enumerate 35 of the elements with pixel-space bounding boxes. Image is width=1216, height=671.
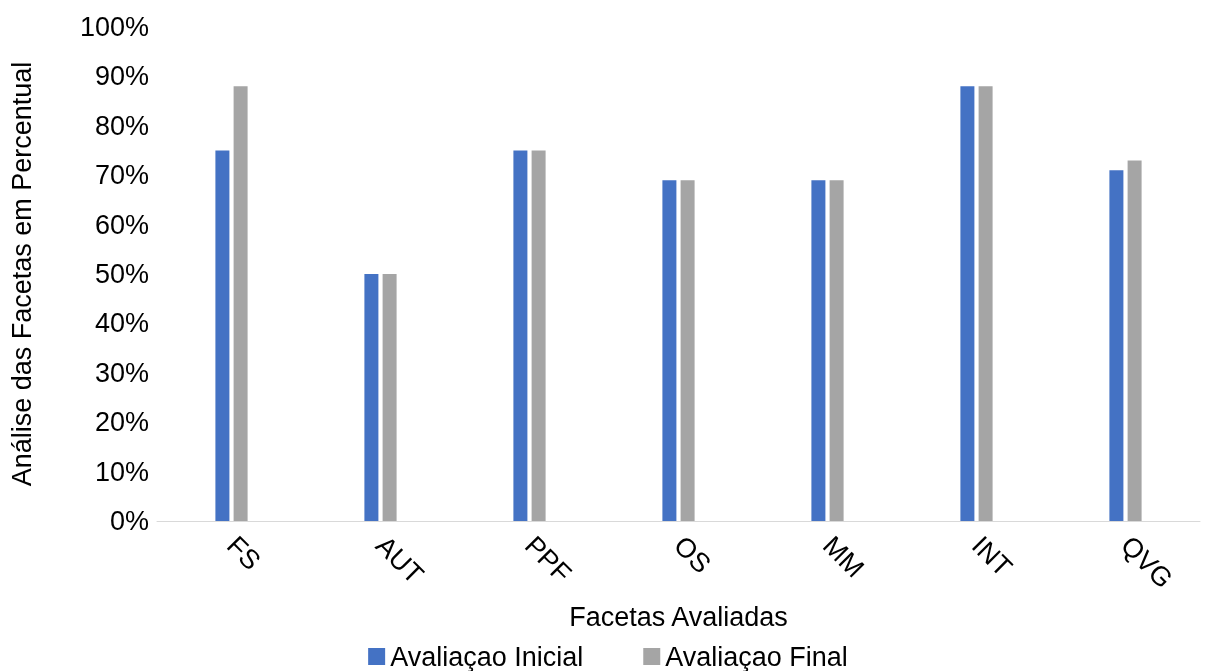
bar — [829, 180, 844, 521]
bar — [1127, 160, 1142, 521]
x-axis-title: Facetas Avaliadas — [569, 601, 788, 632]
bar — [978, 86, 993, 521]
y-tick-label: 10% — [94, 456, 149, 487]
bar — [531, 150, 546, 521]
x-tick-label: INT — [965, 530, 1018, 583]
x-tick-label: OS — [667, 530, 717, 580]
bar — [215, 150, 230, 521]
y-tick-label: 30% — [94, 357, 149, 388]
bar — [364, 274, 379, 521]
y-tick-label: 60% — [94, 209, 149, 240]
bar — [233, 86, 248, 521]
y-tick-label: 90% — [94, 61, 149, 92]
x-tick-label: MM — [816, 530, 870, 584]
legend-label: Avaliaçao Inicial — [390, 641, 584, 671]
y-tick-label: 40% — [94, 308, 149, 339]
x-tick-label: PPF — [518, 530, 578, 589]
bar — [513, 150, 528, 521]
bar — [680, 180, 695, 521]
bar — [960, 86, 975, 521]
y-axis-title: Análise das Facetas em Percentual — [6, 61, 37, 487]
bar — [662, 180, 677, 521]
x-tick-label: FS — [220, 530, 267, 576]
y-tick-label: 20% — [94, 407, 149, 438]
x-tick-label: AUT — [369, 530, 430, 590]
y-tick-label: 100% — [79, 12, 149, 42]
legend-label: Avaliaçao Final — [665, 641, 848, 671]
bar — [1109, 170, 1124, 521]
y-tick-label: 70% — [94, 160, 149, 191]
bar — [811, 180, 826, 521]
y-tick-label: 0% — [109, 506, 149, 536]
bar — [382, 274, 397, 521]
y-tick-label: 50% — [94, 259, 149, 289]
y-tick-label: 80% — [94, 110, 149, 141]
